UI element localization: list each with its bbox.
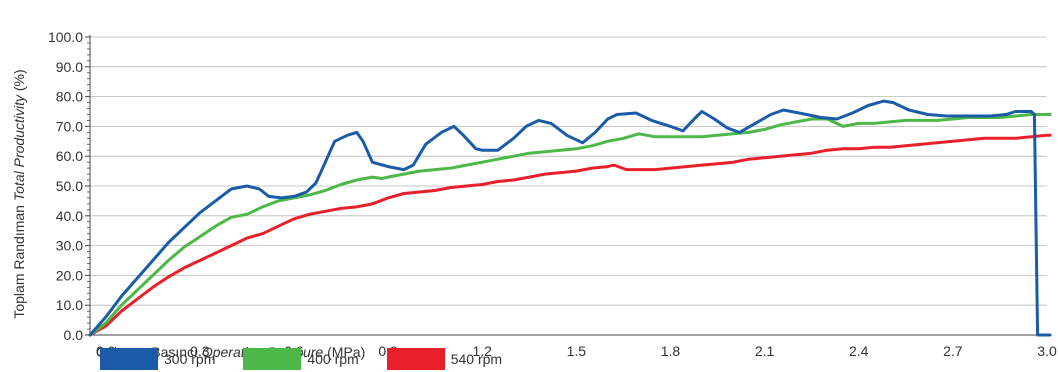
x-tick-label-4: 1.2 <box>472 343 492 359</box>
legend: 300 rpm 400 rpm 540 rpm <box>100 348 530 370</box>
y-axis-title-unit: (%) <box>11 69 27 91</box>
legend-label-540: 540 rpm <box>450 351 503 367</box>
y-axis-title: Toplam Randıman Total Productivity (%) <box>11 69 27 318</box>
x-tick-label-1: 0.3 <box>190 343 210 359</box>
legend-item-300: 300 rpm <box>100 348 215 370</box>
x-tick-label-9: 2.7 <box>943 343 963 359</box>
legend-swatch-400 <box>243 348 302 370</box>
x-tick-label-10: 3.0 <box>1037 343 1057 359</box>
x-tick-label-7: 2.1 <box>755 343 775 359</box>
legend-label-300: 300 rpm <box>164 351 216 367</box>
y-tick-label-0: 0.0 <box>64 327 84 343</box>
x-axis-title-unit: (MPa) <box>327 344 365 360</box>
y-tick-label-10: 100.0 <box>48 29 83 45</box>
y-axis-title-en: Total Productivity <box>11 91 27 201</box>
y-axis-title-tr: Toplam Randıman <box>11 201 27 319</box>
legend-item-540: 540 rpm <box>386 348 503 370</box>
y-tick-label-7: 70.0 <box>56 118 83 134</box>
x-tick-label-5: 1.5 <box>567 343 587 359</box>
legend-label-400: 400 rpm <box>307 351 359 367</box>
y-tick-label-4: 40.0 <box>56 208 83 224</box>
x-tick-label-6: 1.8 <box>661 343 681 359</box>
series-line-540-rpm <box>88 133 1052 337</box>
legend-swatch-300 <box>100 348 158 370</box>
y-tick-label-5: 50.0 <box>56 178 83 194</box>
y-tick-label-1: 10.0 <box>56 297 83 313</box>
y-tick-label-8: 80.0 <box>56 89 83 105</box>
legend-item-400: 400 rpm <box>243 348 359 370</box>
x-tick-label-8: 2.4 <box>849 343 869 359</box>
y-tick-label-3: 30.0 <box>56 238 83 254</box>
series-line-300-rpm <box>88 99 1052 337</box>
y-tick-label-9: 90.0 <box>56 59 83 75</box>
y-tick-label-2: 20.0 <box>56 267 83 283</box>
series-line-400-rpm <box>88 113 1052 337</box>
y-tick-label-6: 60.0 <box>56 148 83 164</box>
legend-swatch-540 <box>386 348 445 370</box>
